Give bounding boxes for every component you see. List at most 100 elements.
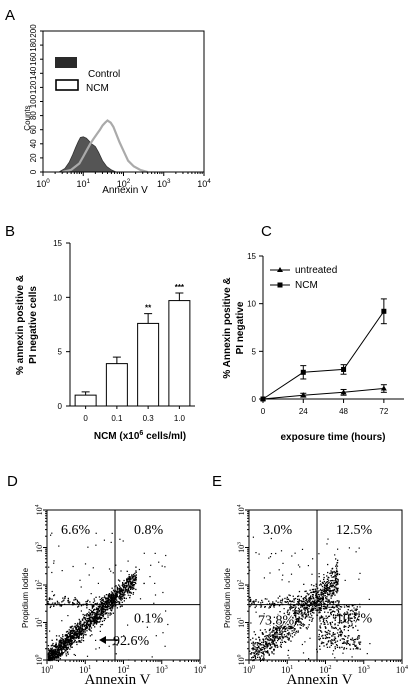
scatter-dot — [345, 618, 347, 621]
scatter-dot — [310, 602, 312, 604]
scatter-dot — [318, 606, 320, 608]
scatter-dot — [69, 631, 72, 633]
scatter-dot — [330, 612, 332, 614]
scatter-dot — [279, 621, 282, 624]
scatter-dot — [81, 627, 83, 629]
panel-label-c: C — [261, 223, 272, 240]
scatter-dot — [303, 600, 305, 603]
scatter-dot — [53, 654, 56, 657]
scatter-dot — [86, 605, 88, 607]
scatter-dot — [53, 656, 55, 659]
scatter-dot — [325, 597, 327, 599]
scatter-dot — [135, 574, 137, 576]
scatter-dot — [72, 565, 74, 568]
scatter-dot — [342, 638, 345, 640]
scatter-dot — [115, 564, 117, 566]
data-point-triangle — [340, 389, 347, 395]
scatter-dot — [252, 647, 254, 649]
scatter-dot — [76, 600, 79, 603]
scatter-dot — [69, 626, 72, 629]
scatter-dot — [325, 627, 327, 629]
scatter-dot — [330, 641, 332, 643]
scatter-dot — [127, 594, 129, 596]
scatter-dot — [352, 610, 354, 612]
scatter-dot — [332, 650, 335, 652]
legend-marker-square — [277, 282, 283, 288]
scatter-dot — [346, 611, 348, 613]
scatter-dot — [264, 606, 266, 608]
scatter-dot — [323, 576, 325, 579]
scatter-dot — [323, 605, 325, 608]
scatter-dot — [87, 624, 90, 627]
scatter-dot — [57, 645, 59, 647]
scatter-dot — [48, 650, 51, 652]
scatter-dot — [82, 629, 85, 631]
scatter-dot — [102, 609, 104, 611]
x-axis-label-e: Annexin V — [287, 672, 353, 688]
scatter-dot — [47, 656, 50, 658]
scatter-dot — [92, 620, 95, 622]
scatter-dot — [348, 547, 350, 549]
scatter-dot — [310, 610, 312, 613]
scatter-dot — [53, 562, 55, 564]
scatter-dot — [271, 603, 273, 605]
scatter-dot — [283, 640, 286, 643]
scatter-dot — [309, 611, 311, 613]
scatter-dot — [325, 600, 327, 602]
scatter-dot — [254, 651, 256, 653]
scatter-dot — [126, 588, 128, 590]
scatter-dot — [358, 635, 361, 637]
scatter-dot — [334, 639, 336, 641]
scatter-dot — [131, 582, 133, 584]
scatter-dot — [293, 601, 295, 603]
scatter-dot — [82, 631, 85, 633]
scatter-dot — [107, 600, 109, 602]
scatter-dot — [348, 614, 350, 616]
scatter-dot — [336, 600, 338, 602]
scatter-dot — [333, 589, 335, 591]
scatter-dot — [335, 579, 337, 581]
scatter-dot — [354, 641, 356, 643]
quadrant-label-lower-right: 0.1% — [134, 612, 164, 627]
scatter-dot — [73, 626, 75, 628]
scatter-dot — [307, 612, 309, 614]
scatter-dot — [51, 651, 53, 653]
scatter-dot — [110, 597, 112, 599]
scatter-dot — [90, 630, 92, 632]
scatter-dot — [298, 621, 300, 623]
y-tick-label-a: 120 — [29, 80, 38, 94]
scatter-dot — [318, 604, 320, 606]
scatter-dot — [51, 532, 53, 534]
scatter-dot — [290, 621, 292, 624]
scatter-dot — [300, 606, 302, 608]
x-tick-label: 104 — [194, 664, 207, 675]
scatter-dot — [314, 599, 316, 601]
scatter-dot — [130, 577, 132, 579]
scatter-dot — [322, 599, 324, 602]
scatter-dot — [266, 644, 268, 647]
scatter-dot — [249, 653, 252, 655]
scatter-dot — [297, 630, 299, 632]
scatter-dot — [108, 601, 110, 603]
scatter-dot — [297, 624, 299, 626]
scatter-dot — [63, 643, 65, 645]
scatter-dot — [56, 638, 58, 641]
scatter-dot — [133, 573, 135, 576]
y-tick-label: 104 — [34, 504, 44, 515]
scatter-dot — [340, 633, 343, 636]
scatter-dot — [88, 618, 91, 620]
scatter-dot — [151, 656, 153, 658]
scatter-dot — [325, 615, 327, 617]
scatter-dot — [127, 643, 129, 645]
scatter-dot — [354, 638, 357, 641]
scatter-dot — [358, 547, 360, 549]
scatter-dot — [315, 583, 317, 585]
scatter-dot — [273, 639, 275, 641]
scatter-dot — [154, 552, 156, 554]
scatter-dot — [288, 614, 290, 616]
scatter-dot — [133, 588, 135, 590]
scatter-dot — [54, 602, 57, 604]
scatter-dot — [90, 627, 93, 629]
scatter-dot — [51, 657, 53, 659]
scatter-dot — [93, 604, 95, 607]
